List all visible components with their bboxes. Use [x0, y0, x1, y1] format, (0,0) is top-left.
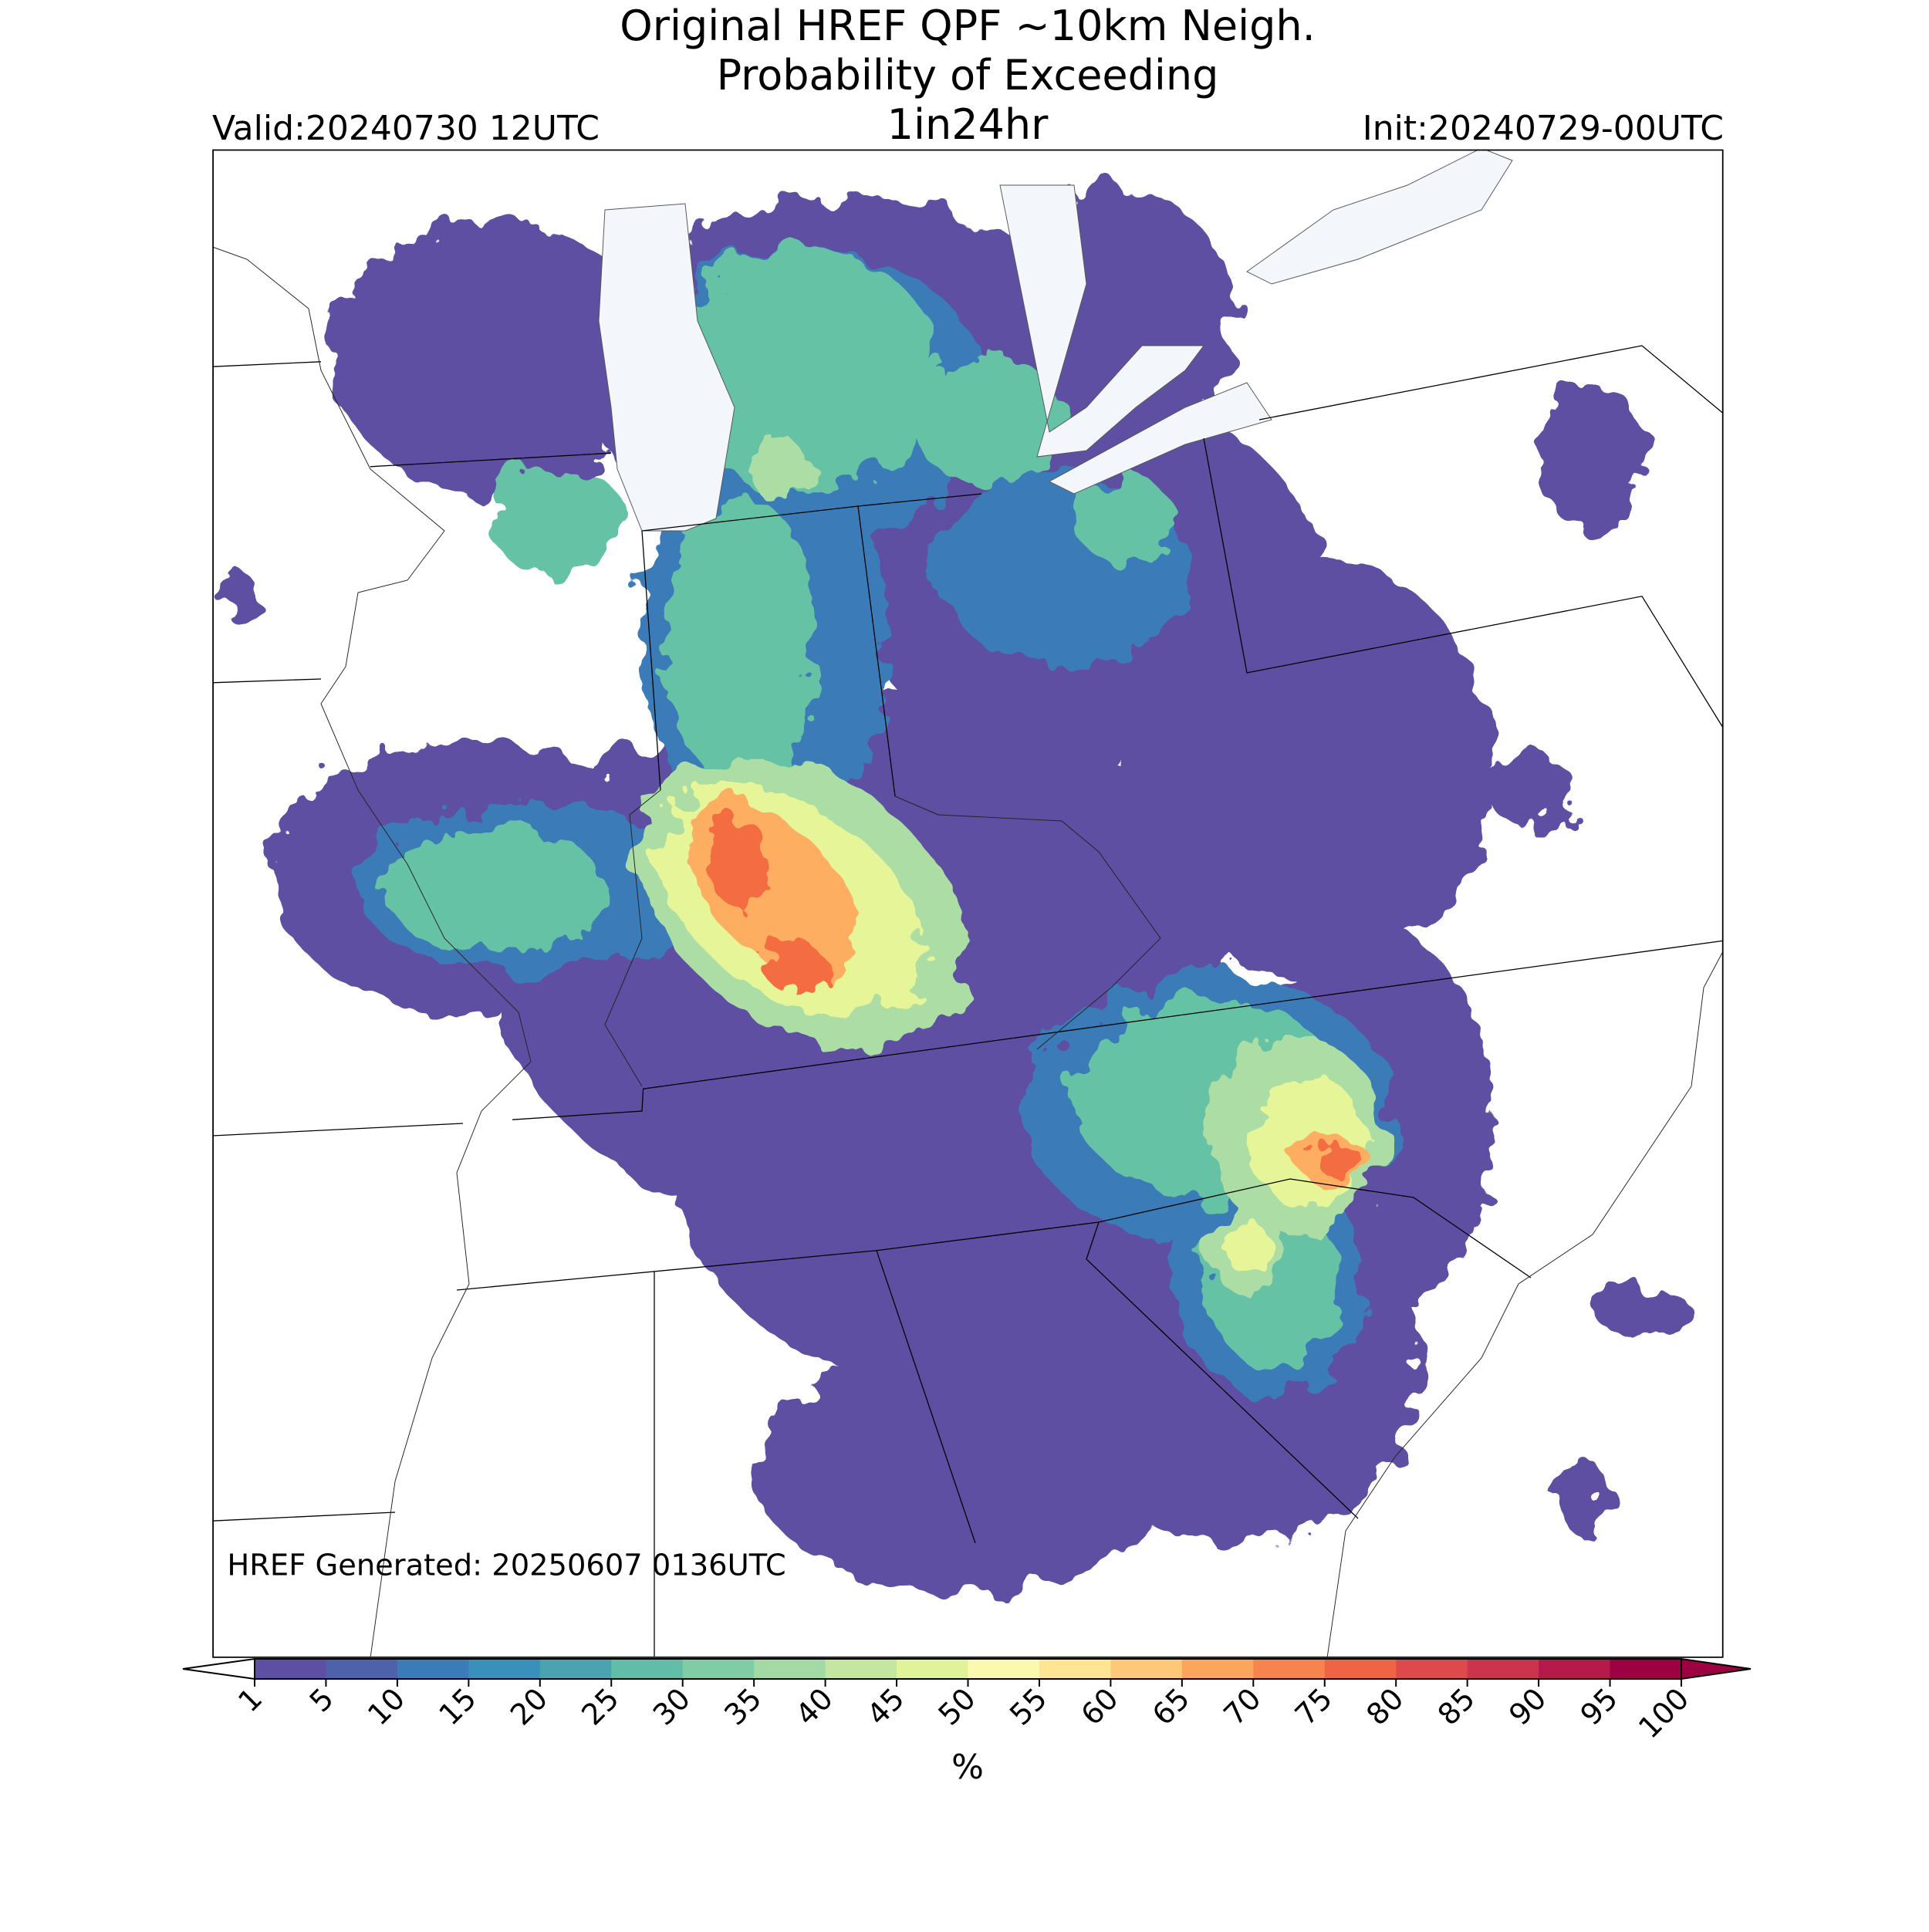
colorbar-tick-label: 90 — [1502, 1681, 1552, 1731]
colorbar-tick-label: 15 — [432, 1681, 482, 1731]
colorbar-segment — [326, 1659, 398, 1679]
lakes — [598, 149, 1513, 532]
title-line: 1in24hr — [887, 100, 1049, 149]
colorbar-tick-label: 85 — [1431, 1681, 1481, 1731]
colorbar-segment — [1181, 1659, 1254, 1679]
colorbar-tick-label: 50 — [932, 1681, 982, 1731]
title-line: Original HREF QPF ~10km Neigh. — [620, 2, 1316, 50]
colorbar: 1 5 10 15 20 25 30 35 40 45 50 55 60 65 70 75 80 85 90 95 10… — [182, 1657, 1752, 1745]
colorbar-tick-label: 60 — [1074, 1681, 1124, 1731]
colorbar-tick-label: 30 — [647, 1681, 697, 1731]
colorbar-tick-label: 95 — [1574, 1681, 1624, 1731]
colorbar-extend-high — [1681, 1657, 1752, 1680]
colorbar-tick-label: 70 — [1217, 1681, 1267, 1731]
colorbar-tick-label: 80 — [1360, 1681, 1410, 1731]
colorbar-segment — [1539, 1659, 1611, 1679]
colorbar-segment — [539, 1659, 612, 1679]
colorbar-tick-label: 1 — [231, 1681, 269, 1718]
colorbar-segment — [825, 1659, 897, 1679]
colorbar-segment — [468, 1659, 541, 1679]
valid-time: Valid:20240730 12UTC — [212, 109, 600, 148]
colorbar-label: % — [951, 1748, 984, 1787]
colorbar-segment — [1039, 1659, 1111, 1679]
colorbar-tick-label: 65 — [1146, 1681, 1196, 1731]
colorbar-tick-label: 40 — [789, 1681, 840, 1731]
colorbar-tick-label: 20 — [504, 1681, 554, 1731]
colorbar-segment — [1324, 1659, 1397, 1679]
colorbar-segment — [1467, 1659, 1539, 1679]
colorbar-segment — [897, 1659, 968, 1679]
boundaries — [212, 246, 1724, 1658]
colorbar-extend-low — [182, 1657, 255, 1680]
colorbar-segment — [1110, 1659, 1183, 1679]
colorbar-segment — [682, 1659, 755, 1679]
colorbar-tick-label: 55 — [1003, 1681, 1053, 1731]
colorbar-tick-label: 25 — [575, 1681, 625, 1731]
generated-note: HREF Generated: 20250607 0136UTC — [227, 1549, 785, 1583]
colorbar-tick-label: 5 — [303, 1681, 340, 1718]
colorbar-tick-label: 35 — [718, 1681, 768, 1731]
colorbar-segment — [255, 1659, 326, 1679]
colorbar-segment — [754, 1659, 826, 1679]
probability-field — [218, 185, 1691, 1593]
colorbar-segment — [397, 1659, 469, 1679]
title-line: Probability of Exceeding — [717, 51, 1219, 100]
colorbar-tick-label: 100 — [1632, 1681, 1695, 1745]
colorbar-tick-label: 10 — [361, 1681, 411, 1731]
colorbar-segment — [968, 1659, 1040, 1679]
colorbar-tick-label: 45 — [860, 1681, 910, 1731]
colorbar-segment — [1610, 1659, 1682, 1679]
map: HREF Generated: 20250607 0136UTC — [212, 149, 1724, 1658]
init-time: Init:20240729-00UTC — [1363, 109, 1724, 148]
colorbar-segment — [1253, 1659, 1326, 1679]
colorbar-segment — [611, 1659, 684, 1679]
colorbar-segment — [1396, 1659, 1468, 1679]
colorbar-tick-label: 75 — [1289, 1681, 1339, 1731]
